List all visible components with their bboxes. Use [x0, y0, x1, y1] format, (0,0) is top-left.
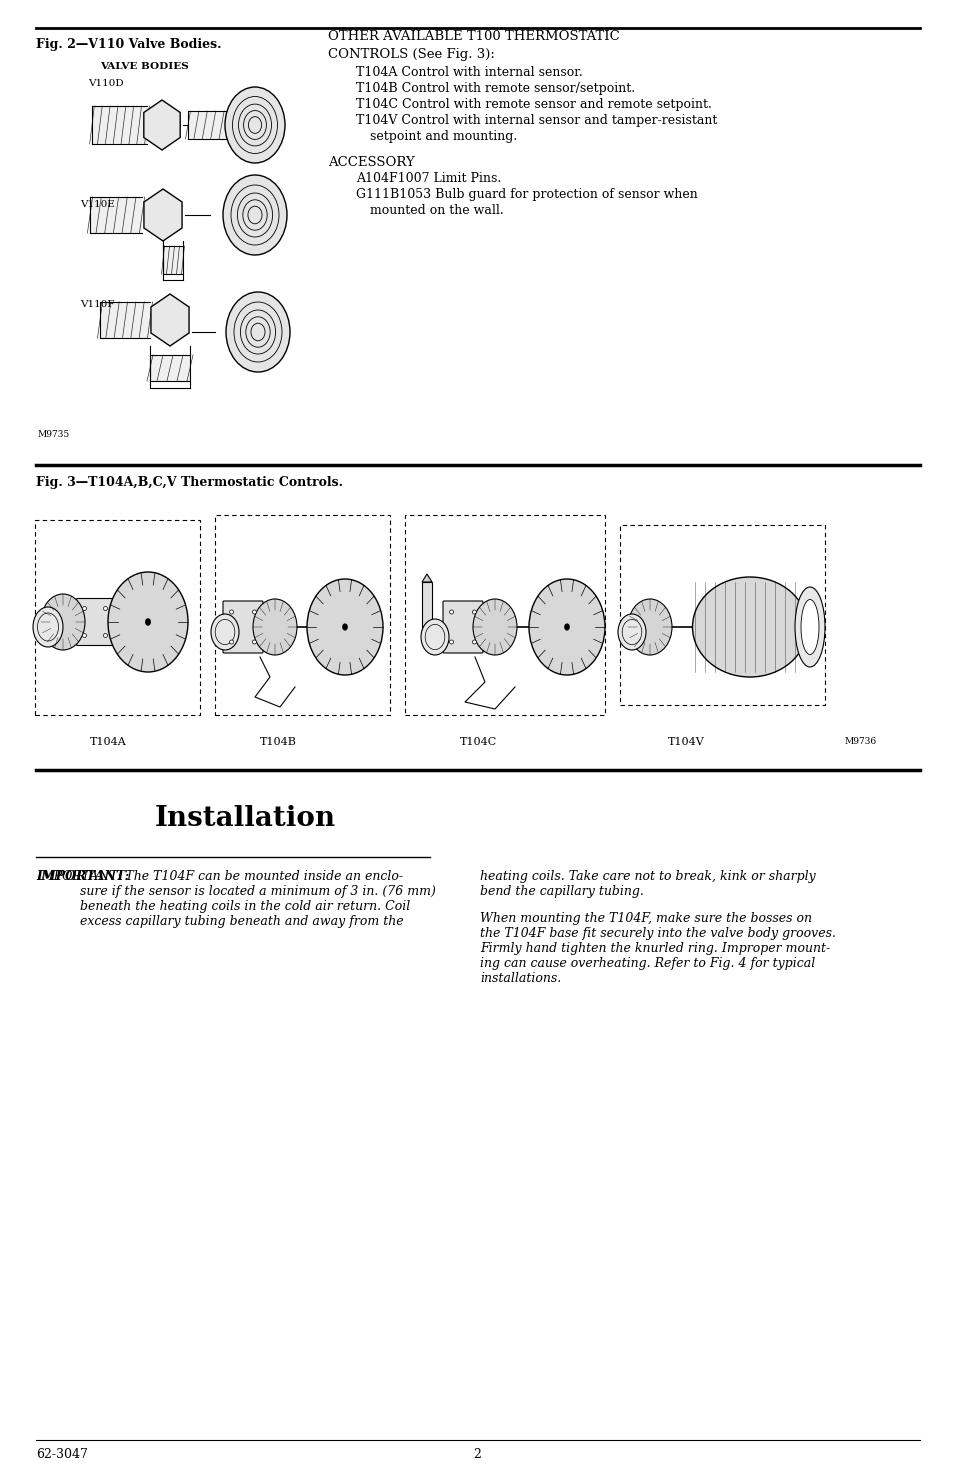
Ellipse shape — [342, 624, 348, 631]
Text: installations.: installations. — [479, 972, 560, 985]
Text: T104B Control with remote sensor/setpoint.: T104B Control with remote sensor/setpoin… — [355, 83, 635, 94]
Ellipse shape — [223, 176, 287, 255]
Ellipse shape — [563, 624, 569, 631]
Text: When mounting the T104F, make sure the bosses on: When mounting the T104F, make sure the b… — [479, 912, 811, 925]
Bar — [163, 246, 183, 274]
Ellipse shape — [103, 633, 108, 637]
Ellipse shape — [82, 606, 87, 611]
Polygon shape — [144, 189, 182, 240]
Text: V110F: V110F — [80, 299, 114, 308]
Text: M9735: M9735 — [38, 431, 71, 440]
Ellipse shape — [801, 599, 818, 655]
FancyBboxPatch shape — [442, 600, 482, 653]
Bar — [90, 198, 142, 233]
Text: bend the capillary tubing.: bend the capillary tubing. — [479, 885, 643, 898]
Text: Fig. 3—T104A,B,C,V Thermostatic Controls.: Fig. 3—T104A,B,C,V Thermostatic Controls… — [36, 476, 343, 490]
Ellipse shape — [225, 87, 285, 164]
Text: 62-3047: 62-3047 — [36, 1448, 88, 1462]
Text: setpoint and mounting.: setpoint and mounting. — [370, 130, 517, 143]
Ellipse shape — [307, 580, 382, 676]
Text: IMPORTANT:: IMPORTANT: — [36, 870, 129, 884]
Text: T104C: T104C — [459, 738, 497, 746]
Bar — [150, 355, 190, 381]
Text: heating coils. Take care not to break, kink or sharply: heating coils. Take care not to break, k… — [479, 870, 815, 884]
Ellipse shape — [627, 599, 671, 655]
Ellipse shape — [253, 640, 256, 645]
Ellipse shape — [103, 606, 108, 611]
Text: beneath the heating coils in the cold air return. Coil: beneath the heating coils in the cold ai… — [80, 900, 410, 913]
Ellipse shape — [230, 640, 233, 645]
Ellipse shape — [145, 618, 151, 625]
Text: V110D: V110D — [88, 80, 124, 88]
Text: mounted on the wall.: mounted on the wall. — [370, 204, 503, 217]
Bar — [421, 583, 432, 631]
Ellipse shape — [472, 611, 476, 614]
Text: CONTROLS (See Fig. 3):: CONTROLS (See Fig. 3): — [328, 49, 495, 60]
Text: Firmly hand tighten the knurled ring. Improper mount-: Firmly hand tighten the knurled ring. Im… — [479, 943, 829, 954]
Ellipse shape — [33, 608, 63, 648]
Ellipse shape — [253, 599, 296, 655]
Text: the T104F base fit securely into the valve body grooves.: the T104F base fit securely into the val… — [479, 926, 835, 940]
Ellipse shape — [253, 611, 256, 614]
Text: Installation: Installation — [154, 805, 335, 832]
Ellipse shape — [420, 620, 449, 655]
Ellipse shape — [529, 580, 604, 676]
Text: T104V: T104V — [667, 738, 704, 746]
Text: T104B: T104B — [260, 738, 296, 746]
Ellipse shape — [108, 572, 188, 673]
Ellipse shape — [794, 587, 824, 667]
Text: G111B1053 Bulb guard for protection of sensor when: G111B1053 Bulb guard for protection of s… — [355, 187, 697, 201]
Text: IMPORTANT: The T104F can be mounted inside an enclo-: IMPORTANT: The T104F can be mounted insi… — [36, 870, 403, 884]
Text: Fig. 2—V110 Valve Bodies.: Fig. 2—V110 Valve Bodies. — [36, 38, 221, 52]
Bar — [100, 302, 150, 338]
Ellipse shape — [472, 640, 476, 645]
Text: VALVE BODIES: VALVE BODIES — [100, 62, 189, 71]
Bar — [188, 111, 230, 139]
Text: T104A: T104A — [90, 738, 127, 746]
Bar — [91, 106, 147, 145]
Ellipse shape — [41, 594, 85, 650]
Text: M9736: M9736 — [844, 738, 876, 746]
Ellipse shape — [449, 611, 453, 614]
Ellipse shape — [618, 614, 645, 650]
Text: V110E: V110E — [80, 201, 114, 209]
Ellipse shape — [226, 292, 290, 372]
Text: ing can cause overheating. Refer to Fig. 4 for typical: ing can cause overheating. Refer to Fig.… — [479, 957, 815, 971]
FancyBboxPatch shape — [76, 599, 113, 646]
Text: ACCESSORY: ACCESSORY — [328, 156, 415, 170]
Ellipse shape — [692, 577, 806, 677]
Text: A104F1007 Limit Pins.: A104F1007 Limit Pins. — [355, 173, 500, 184]
Polygon shape — [144, 100, 180, 150]
Ellipse shape — [211, 614, 239, 650]
Polygon shape — [151, 294, 189, 347]
FancyBboxPatch shape — [223, 600, 263, 653]
Text: sure if the sensor is located a minimum of 3 in. (76 mm): sure if the sensor is located a minimum … — [80, 885, 436, 898]
Text: T104C Control with remote sensor and remote setpoint.: T104C Control with remote sensor and rem… — [355, 97, 711, 111]
Text: T104A Control with internal sensor.: T104A Control with internal sensor. — [355, 66, 582, 80]
Ellipse shape — [230, 611, 233, 614]
Text: OTHER AVAILABLE T100 THERMOSTATIC: OTHER AVAILABLE T100 THERMOSTATIC — [328, 30, 619, 43]
Text: excess capillary tubing beneath and away from the: excess capillary tubing beneath and away… — [80, 914, 403, 928]
Ellipse shape — [473, 599, 517, 655]
Text: T104V Control with internal sensor and tamper-resistant: T104V Control with internal sensor and t… — [355, 114, 717, 127]
Ellipse shape — [449, 640, 453, 645]
Polygon shape — [421, 574, 432, 583]
Text: 2: 2 — [473, 1448, 480, 1462]
Ellipse shape — [82, 633, 87, 637]
